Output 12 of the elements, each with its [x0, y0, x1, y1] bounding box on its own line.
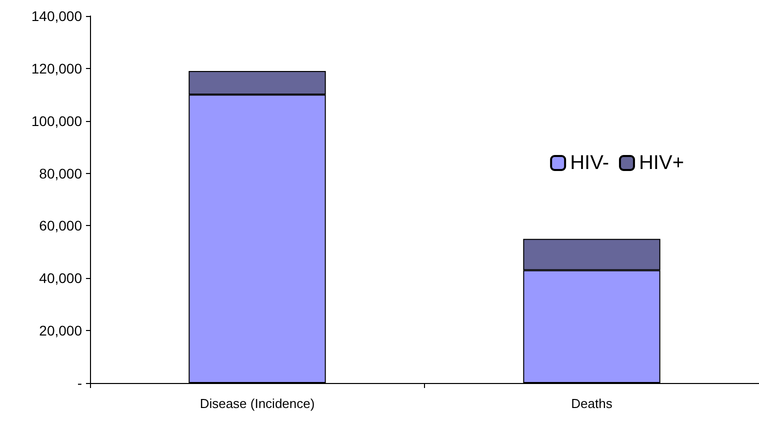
y-tick-label: 60,000 [39, 218, 82, 234]
x-tick-label: Deaths [571, 396, 613, 411]
x-tick-label: Disease (Incidence) [200, 396, 315, 411]
y-tick-label: 20,000 [39, 322, 82, 339]
y-tick-label: 120,000 [31, 60, 82, 76]
legend-label: HIV- [570, 152, 609, 174]
y-tick-label: 80,000 [39, 165, 82, 182]
y-tick-label: 40,000 [39, 270, 82, 286]
y-tick-label: 140,000 [31, 8, 82, 24]
y-tick-label: - [77, 375, 82, 391]
y-tick-label: 100,000 [31, 112, 82, 129]
legend-label: HIV+ [638, 152, 684, 174]
